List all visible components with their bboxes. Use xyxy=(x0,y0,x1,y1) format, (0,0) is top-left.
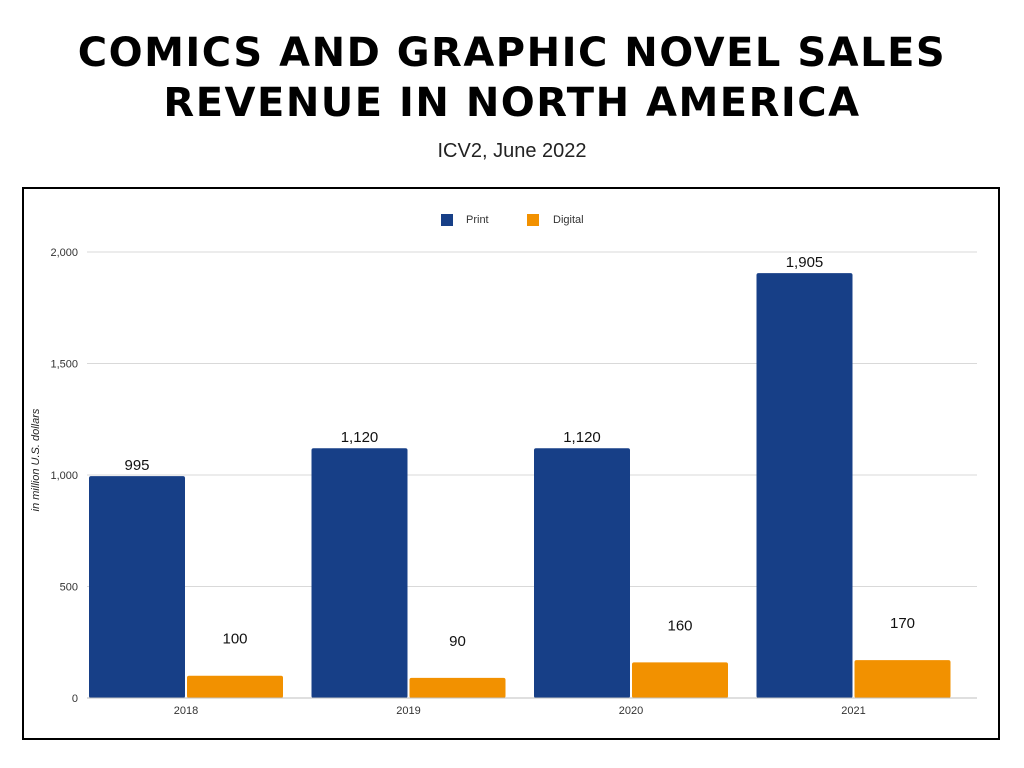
bar-digital-2021 xyxy=(854,660,951,698)
data-label-digital-2018: 100 xyxy=(222,631,247,648)
bar-digital-2019 xyxy=(409,677,506,698)
legend-swatch-print xyxy=(441,214,453,226)
x-tick-label: 2019 xyxy=(396,705,420,717)
x-tick-label: 2021 xyxy=(841,705,865,717)
legend: Print Digital xyxy=(441,214,584,226)
data-labels: 995 100 1,120 90 1,120 160 1,905 170 xyxy=(124,254,915,650)
y-axis-ticks: 0 500 1,000 1,500 2,000 xyxy=(50,247,78,705)
chart-title-line-2: REVENUE IN NORTH AMERICA xyxy=(163,80,861,126)
chart-frame xyxy=(22,187,1000,740)
bar-print-2018 xyxy=(89,476,185,698)
bar-print-2019 xyxy=(311,448,408,698)
y-tick-label: 1,000 xyxy=(50,470,78,482)
x-tick-label: 2020 xyxy=(619,705,643,717)
x-axis-ticks: 2018 2019 2020 2021 xyxy=(174,705,866,717)
data-label-digital-2019: 90 xyxy=(449,633,466,650)
data-label-print-2021: 1,905 xyxy=(786,254,824,271)
legend-label-digital: Digital xyxy=(553,214,584,226)
y-tick-label: 500 xyxy=(60,582,78,594)
y-tick-label: 2,000 xyxy=(50,247,78,259)
y-tick-label: 0 xyxy=(72,693,78,705)
data-label-print-2019: 1,120 xyxy=(341,429,379,446)
legend-label-print: Print xyxy=(466,214,489,226)
chart-title-line-1: COMICS AND GRAPHIC NOVEL SALES xyxy=(77,30,947,76)
data-label-digital-2021: 170 xyxy=(890,615,915,632)
data-label-print-2018: 995 xyxy=(124,457,149,474)
y-tick-label: 1,500 xyxy=(50,359,78,371)
data-label-print-2020: 1,120 xyxy=(563,429,601,446)
bar-digital-2018 xyxy=(187,675,283,698)
y-axis-label: in million U.S. dollars xyxy=(30,408,42,511)
bar-print-2020 xyxy=(534,448,630,698)
x-tick-label: 2018 xyxy=(174,705,198,717)
bar-print-2021 xyxy=(756,273,853,698)
legend-swatch-digital xyxy=(527,214,539,226)
data-label-digital-2020: 160 xyxy=(667,617,692,634)
bar-digital-2020 xyxy=(632,662,728,698)
bars xyxy=(89,273,951,698)
chart-subtitle: ICV2, June 2022 xyxy=(437,140,587,162)
